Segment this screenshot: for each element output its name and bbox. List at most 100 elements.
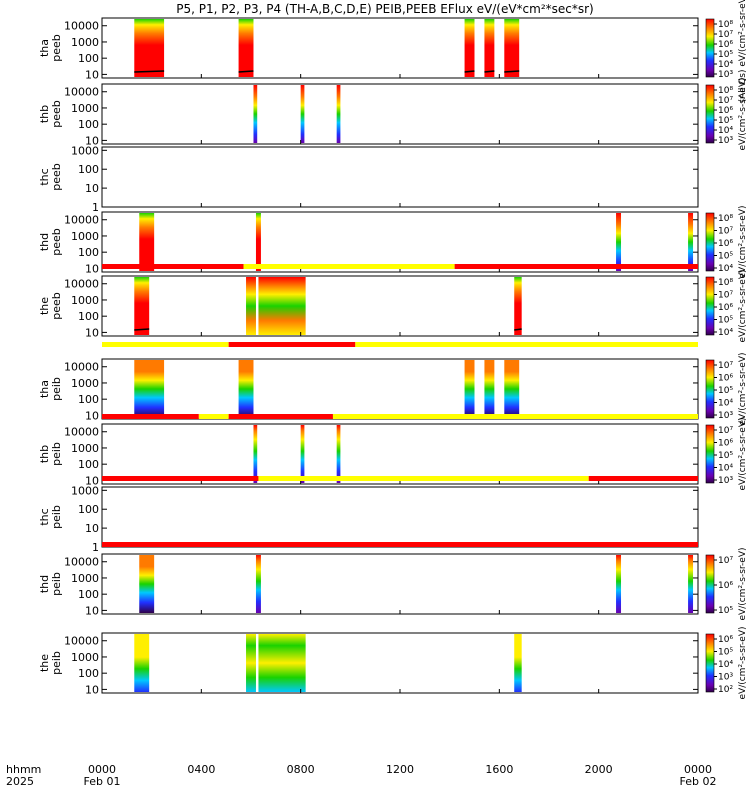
y-label-line: thb: [38, 445, 51, 463]
x-axis: hhmm 2025 0000 0400 0800 1200 1600 2000 0000Fe…: [6, 763, 716, 788]
colorbar-tick-label: 10⁵: [718, 451, 733, 461]
data-segment: [616, 213, 622, 271]
y-tick-label: 10000: [64, 361, 99, 374]
colorbar: [705, 84, 715, 144]
data-segment: [616, 555, 622, 613]
mode-bar: [102, 264, 698, 269]
colorbar-tick-label: 10⁸: [718, 214, 733, 224]
y-label-line: peeb: [50, 163, 63, 191]
colorbar-tick-label: 10⁸: [718, 20, 733, 30]
x-axis-row1-label: hhmm: [6, 763, 41, 776]
colorbar-label: eV/(cm²-s-sr-eV): [738, 77, 748, 150]
y-label-line: thd: [38, 575, 51, 593]
colorbar-tick-label: 10⁶: [718, 374, 733, 384]
mode-bar-segment: [102, 542, 698, 547]
data-segment: [336, 425, 341, 483]
mode-bar: [102, 542, 698, 547]
baseline-trace: [504, 70, 520, 73]
data-segment: [300, 85, 305, 143]
data-segment: [514, 277, 522, 335]
y-tick-label: 1000: [71, 651, 99, 664]
colorbar-tick-label: 10⁴: [718, 126, 733, 136]
colorbar-tick-label: 10⁸: [718, 278, 733, 288]
panels-group: 10100100010000thapeeb10³10⁴10⁵10⁶10⁷10⁸(…: [38, 0, 748, 700]
y-axis-label: thcpeeb: [38, 163, 63, 191]
colorbar-label: eV/(cm²-s-sr-eV): [738, 547, 748, 620]
y-tick-label: 10000: [64, 426, 99, 439]
panel-frame: [101, 275, 699, 337]
data-segment: [246, 634, 256, 692]
y-label-line: thd: [38, 233, 51, 251]
y-axis-label: thepeib: [38, 651, 63, 675]
y-tick-label: 1000: [71, 230, 99, 243]
colorbar-tick-label: 10⁵: [718, 252, 733, 262]
y-tick-label: 1000: [71, 144, 99, 157]
y-axis-label: thbpeeb: [38, 100, 63, 128]
x-tick-label: 2000: [585, 763, 613, 776]
y-tick-label: 10: [85, 134, 99, 147]
y-label-line: thb: [38, 105, 51, 123]
y-tick-label: 1: [92, 541, 99, 554]
y-label-line: thc: [38, 508, 51, 525]
panel-frame: [101, 423, 699, 485]
y-label-line: peib: [50, 505, 63, 529]
colorbar-tick-label: 10³: [718, 70, 733, 80]
colorbar-tick-label: 10⁶: [718, 106, 733, 116]
y-tick-label: 1000: [71, 36, 99, 49]
mode-bar: [102, 414, 698, 419]
y-tick-label: 100: [78, 458, 99, 471]
data-segment: [134, 634, 150, 692]
baseline-trace: [484, 70, 495, 73]
y-tick-label: 10: [85, 604, 99, 617]
mode-bar-segment: [198, 414, 229, 419]
data-segment: [514, 634, 522, 692]
data-segment: [336, 85, 341, 143]
x-tick-label: 0800: [287, 763, 315, 776]
colorbar-label: eV/(cm²-s-sr-eV): [738, 626, 748, 699]
colorbar-tick-label: 10⁷: [718, 30, 733, 40]
colorbar-tick-label: 10⁵: [718, 50, 733, 60]
baseline-trace: [464, 70, 475, 73]
y-label-line: the: [38, 297, 51, 315]
colorbar-tick-label: 10⁶: [718, 40, 733, 50]
x-date-label: Feb 02: [680, 775, 717, 788]
y-tick-label: 1000: [71, 377, 99, 390]
colorbar-label: eV/(cm²-s-sr-eV): [738, 352, 748, 425]
baseline-trace: [238, 70, 254, 73]
colorbar-tick-label: 10⁴: [718, 660, 733, 670]
colorbar-label: eV/(cm²-s-sr-eV): [738, 205, 748, 278]
y-tick-label: 100: [78, 503, 99, 516]
colorbar-tick-label: 10⁴: [718, 399, 733, 409]
colorbar-tick-label: 10⁵: [718, 386, 733, 396]
mode-bar-segment: [454, 264, 698, 269]
colorbar-tick-label: 10²: [718, 685, 733, 695]
panel-frame: [101, 632, 699, 694]
colorbar-tick-label: 10⁵: [718, 116, 733, 126]
colorbar-tick-label: 10⁷: [718, 361, 733, 371]
panel-tha-peeb: 10100100010000thapeeb10³10⁴10⁵10⁶10⁷10⁸(…: [38, 0, 748, 102]
y-label-line: peib: [50, 651, 63, 675]
data-segment: [238, 360, 254, 418]
y-tick-label: 10000: [64, 635, 99, 648]
y-tick-label: 10: [85, 262, 99, 275]
colorbar-tick-label: 10³: [718, 673, 733, 683]
colorbar-tick-label: 10⁵: [718, 648, 733, 658]
colorbar-tick-label: 10⁴: [718, 328, 733, 338]
y-tick-label: 1000: [71, 484, 99, 497]
y-axis-label: thcpeib: [38, 505, 63, 529]
y-label-line: thc: [38, 168, 51, 185]
colorbar-tick-label: 10⁴: [718, 264, 733, 274]
baseline-trace: [134, 70, 165, 73]
data-segment: [255, 213, 261, 271]
colorbar-tick-label: 10⁶: [718, 635, 733, 645]
y-tick-label: 100: [78, 588, 99, 601]
mode-bar-segment: [102, 342, 229, 347]
y-tick-label: 100: [78, 118, 99, 131]
panel-frame: [101, 83, 699, 145]
y-tick-label: 10: [85, 326, 99, 339]
data-segment: [139, 213, 155, 271]
